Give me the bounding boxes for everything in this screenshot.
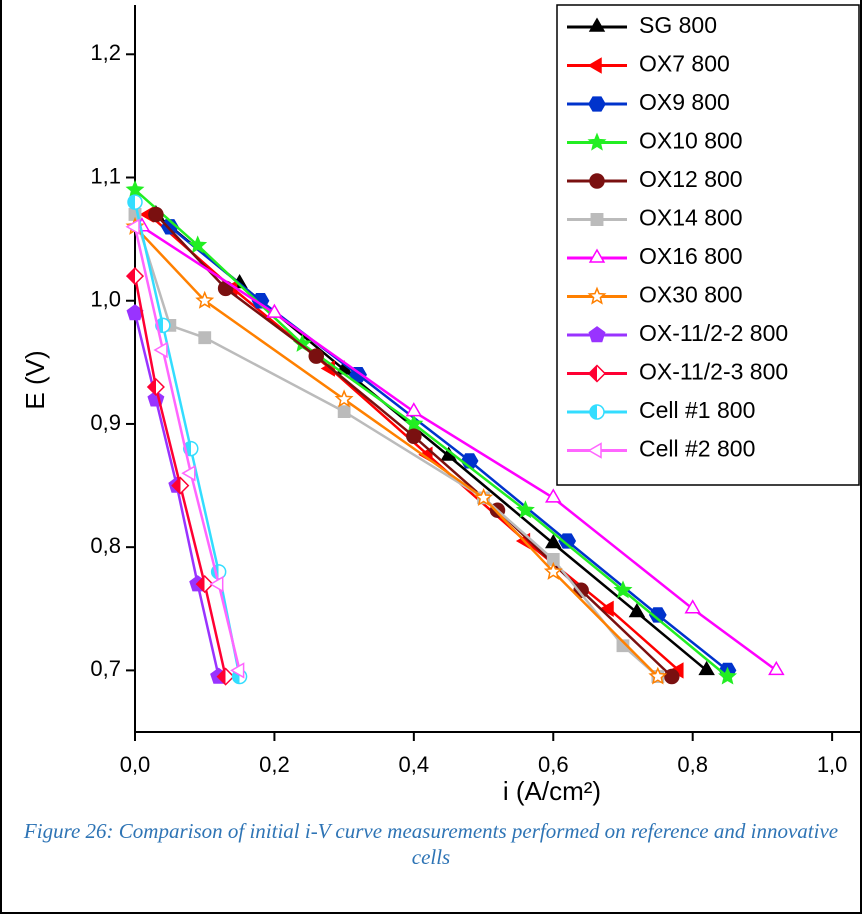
legend-marker — [587, 57, 602, 74]
marker — [230, 662, 245, 679]
marker — [146, 377, 165, 397]
marker — [698, 660, 715, 676]
x-tick-label: 0,0 — [120, 752, 151, 777]
marker — [171, 476, 190, 495]
x-tick-label: 0,4 — [399, 752, 430, 777]
y-tick-label: 1,1 — [90, 163, 121, 188]
y-tick-label: 0,8 — [90, 533, 121, 558]
marker — [515, 500, 535, 519]
legend-marker — [587, 132, 607, 151]
legend-marker — [588, 17, 606, 32]
y-tick-label: 1,2 — [90, 40, 121, 65]
legend-label: OX-11/2-2 800 — [639, 320, 788, 346]
marker — [334, 389, 354, 408]
marker — [405, 402, 423, 417]
marker — [188, 235, 208, 254]
marker — [195, 290, 215, 309]
legend-marker — [587, 286, 607, 305]
marker — [544, 488, 562, 503]
marker — [195, 575, 214, 594]
marker — [349, 366, 367, 383]
legend-marker — [588, 96, 606, 112]
series-line — [133, 275, 227, 677]
marker — [216, 667, 235, 686]
marker — [546, 553, 560, 566]
marker — [664, 668, 680, 685]
marker — [337, 405, 351, 419]
marker — [127, 194, 143, 210]
marker — [648, 666, 668, 685]
legend-marker — [590, 213, 604, 226]
legend-marker — [589, 173, 605, 189]
series-line — [133, 312, 220, 677]
marker — [209, 575, 224, 593]
marker — [125, 267, 145, 286]
x-tick-label: 0,8 — [677, 752, 708, 777]
legend-label: SG 800 — [639, 12, 717, 38]
marker — [181, 465, 196, 482]
legend-marker — [587, 364, 607, 383]
marker — [599, 600, 614, 617]
marker — [308, 348, 324, 364]
legend-label: OX14 800 — [639, 205, 743, 231]
legend-box — [556, 4, 860, 486]
legend-marker — [587, 442, 602, 459]
marker — [543, 561, 563, 580]
marker — [153, 341, 168, 359]
legend-label: OX10 800 — [639, 128, 743, 154]
y-tick-label: 0,7 — [90, 656, 121, 681]
legend-label: OX-11/2-3 800 — [639, 359, 788, 385]
legend-label: OX12 800 — [639, 166, 743, 192]
y-tick-label: 1,0 — [90, 287, 121, 312]
marker — [474, 487, 494, 506]
x-tick-label: 0,2 — [259, 752, 290, 777]
marker — [544, 534, 562, 549]
chart: 0,7 0,8 0,9 1,0 1,1 1,2 0,0 0,2 0,4 0,6 0,8 1,0 i (A… — [20, 4, 860, 806]
x-tick-label: 1,0 — [817, 752, 848, 777]
marker — [148, 206, 164, 223]
legend-marker — [588, 248, 606, 263]
series-line — [141, 225, 778, 672]
caption: Figure 26: Comparison of initial i-V cur… — [23, 819, 839, 869]
y-axis-label: E (V) — [20, 350, 50, 409]
y-tick-label: 0,9 — [90, 410, 121, 435]
legend-marker — [588, 326, 606, 343]
marker — [125, 218, 140, 235]
marker — [198, 331, 212, 345]
marker — [406, 428, 422, 445]
legend-marker — [589, 404, 605, 420]
series-line — [134, 225, 659, 678]
legend-label: OX9 800 — [639, 89, 730, 115]
marker — [404, 413, 424, 432]
legend-label: Cell #2 800 — [639, 436, 755, 462]
marker — [718, 666, 738, 685]
legend-label: OX16 800 — [639, 243, 743, 269]
legend-label: OX30 800 — [639, 282, 743, 308]
marker — [768, 660, 785, 676]
legend-label: OX7 800 — [639, 51, 730, 77]
marker — [628, 603, 646, 618]
marker — [266, 303, 283, 318]
x-axis-label: i (A/cm²) — [503, 776, 601, 806]
marker — [125, 179, 145, 198]
marker — [573, 582, 589, 599]
legend-label: Cell #1 800 — [639, 397, 755, 423]
x-tick-label: 0,6 — [538, 752, 569, 777]
marker — [684, 599, 701, 614]
marker — [613, 580, 633, 599]
